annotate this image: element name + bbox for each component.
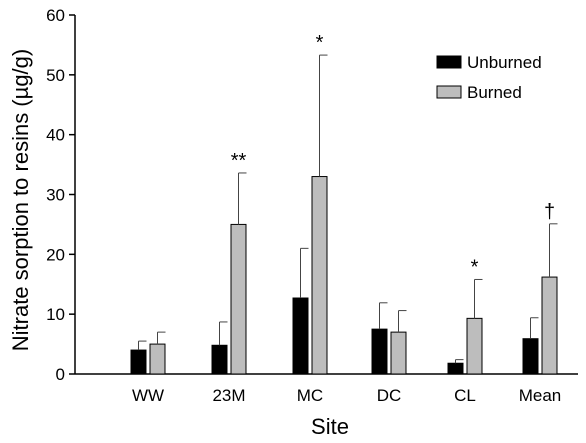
y-tick-label: 60 [46,6,65,25]
bar-unburned-mc [292,297,309,375]
x-tick-label: 23M [212,386,245,405]
y-axis-ticks: 0 10 20 30 40 50 60 [46,6,75,384]
bar-unburned-ww [130,349,147,375]
bar-burned-dc [390,331,407,375]
y-tick-label: 50 [46,66,65,85]
x-axis-title: Site [311,414,349,439]
bar-unburned-mean [522,338,539,375]
significance-marker: ** [231,150,247,172]
bar-burned-mean [541,276,558,375]
y-tick-label: 30 [46,186,65,205]
x-tick-label: CL [454,386,476,405]
bar-burned-ww [149,343,166,375]
legend-swatch-burned [436,85,462,99]
legend: Unburned Burned [436,53,542,102]
error-bars [138,54,558,364]
x-tick-label: WW [132,386,164,405]
x-axis-ticks: WW 23M MC DC CL Mean [132,386,561,405]
bar-unburned-23m [211,344,228,375]
significance-marker: * [471,256,479,278]
bar-unburned-dc [371,328,388,375]
y-tick-label: 40 [46,126,65,145]
bar-unburned-cl [447,362,464,375]
y-tick-label: 10 [46,305,65,324]
x-tick-label: MC [297,386,323,405]
significance-marker: * [316,32,324,54]
legend-label-burned: Burned [467,83,522,102]
y-tick-label: 20 [46,245,65,264]
y-tick-label: 0 [56,365,65,384]
x-tick-label: Mean [519,386,562,405]
y-axis-title: Nitrate sorption to resins (µg/g) [8,49,33,351]
bar-burned-23m [230,223,247,375]
legend-swatch-unburned [436,55,462,69]
bar-burned-mc [311,176,328,375]
significance-annotations: ****† [231,32,555,278]
significance-marker: † [544,201,555,223]
legend-label-unburned: Unburned [467,53,542,72]
x-tick-label: DC [377,386,402,405]
bars [130,176,558,375]
bar-burned-cl [466,317,483,375]
